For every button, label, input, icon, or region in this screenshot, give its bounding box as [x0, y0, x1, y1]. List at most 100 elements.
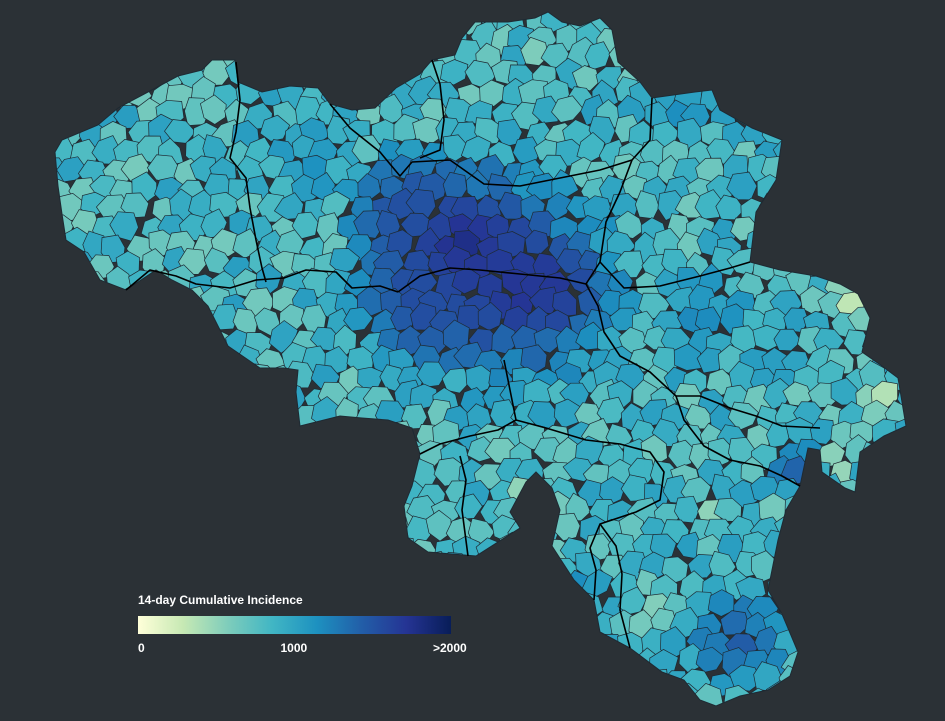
municipality-cell[interactable]: [383, 420, 414, 449]
municipality-cell[interactable]: [777, 556, 808, 581]
municipality-cell[interactable]: [193, 494, 220, 525]
municipality-cell[interactable]: [467, 555, 497, 586]
municipality-cell[interactable]: [502, 574, 530, 601]
municipality-cell[interactable]: [136, 514, 165, 543]
municipality-cell[interactable]: [244, 520, 273, 546]
municipality-cell[interactable]: [220, 553, 253, 581]
municipality-cell[interactable]: [202, 479, 230, 508]
municipality-cell[interactable]: [815, 515, 847, 547]
municipality-cell[interactable]: [52, 400, 80, 430]
municipality-cell[interactable]: [784, 573, 813, 600]
municipality-cell[interactable]: [260, 387, 289, 416]
municipality-cell[interactable]: [820, 54, 849, 88]
municipality-cell[interactable]: [80, 686, 107, 715]
municipality-cell[interactable]: [28, 56, 55, 86]
municipality-cell[interactable]: [346, 457, 371, 486]
municipality-cell[interactable]: [302, 499, 333, 529]
municipality-cell[interactable]: [863, 101, 893, 127]
municipality-cell[interactable]: [236, 688, 265, 715]
municipality-cell[interactable]: [353, 210, 385, 239]
municipality-cell[interactable]: [831, 648, 861, 680]
municipality-cell[interactable]: [695, 6, 724, 33]
municipality-cell[interactable]: [786, 10, 818, 36]
municipality-cell[interactable]: [527, 664, 557, 694]
municipality-cell[interactable]: [794, 551, 823, 580]
municipality-cell[interactable]: [247, 399, 273, 426]
municipality-cell[interactable]: [375, 475, 404, 504]
municipality-cell[interactable]: [189, 458, 220, 489]
municipality-cell[interactable]: [138, 665, 171, 693]
municipality-cell[interactable]: [36, 309, 61, 336]
municipality-cell[interactable]: [124, 416, 154, 450]
municipality-cell[interactable]: [249, 556, 278, 584]
municipality-cell[interactable]: [870, 232, 904, 261]
municipality-cell[interactable]: [787, 231, 815, 265]
municipality-cell[interactable]: [158, 22, 191, 49]
municipality-cell[interactable]: [201, 552, 229, 580]
municipality-cell[interactable]: [45, 664, 73, 697]
municipality-cell[interactable]: [378, 668, 408, 695]
municipality-cell[interactable]: [805, 537, 840, 568]
municipality-cell[interactable]: [451, 267, 481, 295]
municipality-cell[interactable]: [873, 304, 906, 332]
municipality-cell[interactable]: [189, 533, 218, 561]
municipality-cell[interactable]: [742, 38, 772, 66]
municipality-cell[interactable]: [83, 307, 109, 339]
municipality-cell[interactable]: [337, 665, 368, 694]
municipality-cell[interactable]: [135, 61, 162, 89]
municipality-cell[interactable]: [843, 553, 871, 581]
municipality-cell[interactable]: [861, 211, 889, 244]
municipality-cell[interactable]: [219, 442, 248, 470]
municipality-cell[interactable]: [248, 65, 275, 92]
municipality-cell[interactable]: [199, 94, 227, 125]
municipality-cell[interactable]: [681, 62, 715, 93]
municipality-cell[interactable]: [179, 440, 207, 471]
municipality-cell[interactable]: [108, 79, 136, 109]
municipality-cell[interactable]: [729, 664, 763, 692]
municipality-cell[interactable]: [501, 686, 530, 719]
municipality-cell[interactable]: [124, 8, 156, 34]
municipality-cell[interactable]: [490, 594, 522, 620]
municipality-cell[interactable]: [26, 512, 58, 543]
municipality-cell[interactable]: [38, 273, 66, 302]
municipality-cell[interactable]: [563, 650, 591, 678]
municipality-cell[interactable]: [754, 24, 782, 51]
municipality-cell[interactable]: [398, 669, 427, 696]
municipality-cell[interactable]: [611, 652, 641, 679]
municipality-cell[interactable]: [274, 420, 303, 448]
municipality-cell[interactable]: [302, 1, 331, 32]
municipality-cell[interactable]: [104, 500, 133, 529]
municipality-cell[interactable]: [76, 532, 108, 564]
municipality-cell[interactable]: [860, 441, 889, 472]
municipality-cell[interactable]: [859, 591, 886, 623]
municipality-cell[interactable]: [774, 98, 805, 134]
municipality-cell[interactable]: [795, 210, 825, 237]
municipality-cell[interactable]: [363, 687, 390, 714]
municipality-cell[interactable]: [343, 77, 369, 110]
municipality-cell[interactable]: [518, 648, 546, 673]
municipality-cell[interactable]: [172, 39, 201, 69]
municipality-cell[interactable]: [192, 690, 224, 716]
municipality-cell[interactable]: [55, 572, 88, 602]
municipality-cell[interactable]: [477, 684, 506, 713]
municipality-cell[interactable]: [859, 136, 889, 164]
municipality-cell[interactable]: [33, 689, 61, 718]
municipality-cell[interactable]: [99, 347, 128, 377]
municipality-cell[interactable]: [798, 96, 826, 127]
municipality-cell[interactable]: [144, 498, 175, 526]
municipality-cell[interactable]: [173, 500, 201, 528]
municipality-cell[interactable]: [886, 592, 915, 620]
municipality-cell[interactable]: [133, 21, 163, 51]
municipality-cell[interactable]: [764, 235, 795, 266]
municipality-cell[interactable]: [584, 685, 615, 714]
municipality-cell[interactable]: [266, 667, 296, 697]
municipality-cell[interactable]: [169, 346, 197, 374]
municipality-cell[interactable]: [811, 84, 839, 112]
municipality-cell[interactable]: [468, 591, 496, 620]
municipality-cell[interactable]: [629, 38, 654, 68]
municipality-cell[interactable]: [383, 36, 414, 68]
municipality-cell[interactable]: [794, 516, 821, 543]
municipality-cell[interactable]: [171, 418, 204, 446]
municipality-cell[interactable]: [37, 8, 66, 40]
municipality-cell[interactable]: [863, 21, 895, 48]
